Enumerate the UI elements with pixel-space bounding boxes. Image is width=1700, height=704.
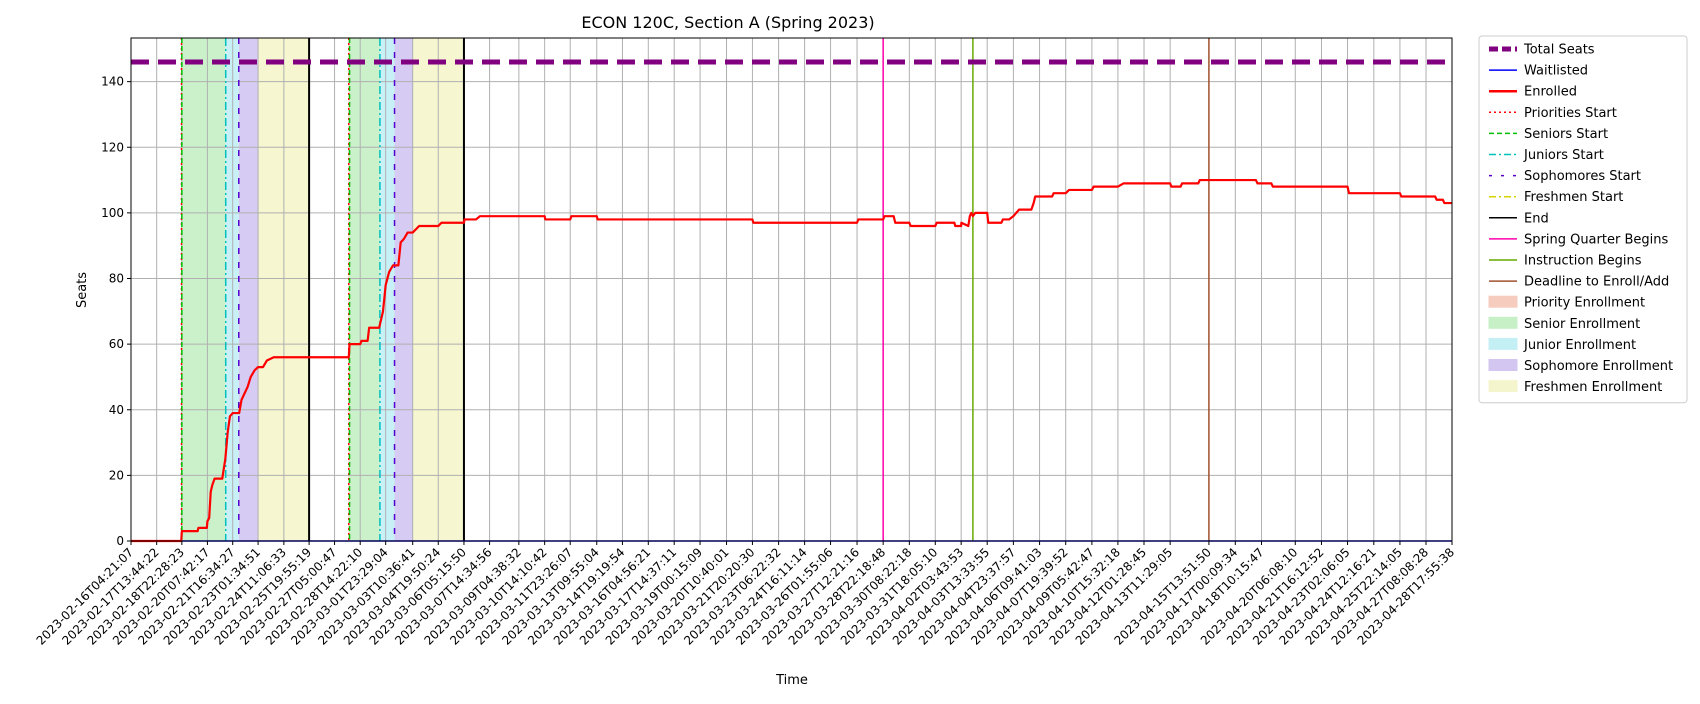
region-senior-enrollment [181, 38, 226, 541]
y-tick-label: 140 [101, 75, 124, 89]
x-axis-label: Time [775, 673, 808, 688]
legend-label-junior-enrollment: Junior Enrollment [1523, 338, 1636, 353]
legend-label-end: End [1524, 211, 1549, 226]
legend-label-priority-enrollment: Priority Enrollment [1524, 296, 1645, 311]
legend-label-juniors-start: Juniors Start [1523, 148, 1604, 163]
legend-label-total-seats: Total Seats [1523, 43, 1595, 58]
legend-key-junior-enrollment [1488, 337, 1518, 350]
legend-label-instruction-begins: Instruction Begins [1524, 254, 1642, 269]
y-tick-label: 120 [101, 140, 124, 154]
y-tick-label: 60 [109, 337, 124, 351]
legend-label-enrolled: Enrolled [1524, 85, 1577, 100]
legend-key-sophomore-enrollment [1488, 359, 1518, 371]
region-senior-enrollment [349, 38, 380, 541]
legend-label-senior-enrollment: Senior Enrollment [1524, 317, 1640, 332]
legend-label-deadline-to-enroll-add: Deadline to Enroll/Add [1524, 275, 1669, 290]
region-sophomore-enrollment [238, 38, 259, 541]
y-tick-label: 100 [101, 206, 124, 220]
legend-box [1478, 35, 1688, 404]
legend-label-sophomores-start: Sophomores Start [1524, 169, 1641, 184]
plot-frame [130, 37, 1453, 542]
legend-label-spring-quarter-begins: Spring Quarter Begins [1524, 232, 1668, 247]
y-tick-label: 20 [109, 468, 124, 482]
legend-key-priority-enrollment [1488, 295, 1518, 308]
legend-label-sophomore-enrollment: Sophomore Enrollment [1524, 359, 1673, 374]
series-enrolled [131, 178, 1452, 543]
y-tick-label: 40 [109, 403, 124, 417]
chart-title: ECON 120C, Section A (Spring 2023) [581, 13, 874, 32]
legend-key-freshmen-enrollment [1488, 380, 1518, 393]
y-axis-label: Seats [75, 272, 90, 308]
legend-label-waitlisted: Waitlisted [1524, 64, 1588, 79]
legend-label-priorities-start: Priorities Start [1524, 106, 1617, 121]
legend-label-freshmen-enrollment: Freshmen Enrollment [1524, 380, 1662, 395]
legend-key-senior-enrollment [1488, 316, 1518, 329]
legend-label-seniors-start: Seniors Start [1524, 127, 1608, 142]
region-sophomore-enrollment [394, 38, 413, 541]
y-tick-label: 80 [109, 272, 124, 286]
region-junior-enrollment [379, 38, 395, 541]
y-tick-label: 0 [116, 534, 124, 548]
legend-label-freshmen-start: Freshmen Start [1524, 190, 1623, 205]
